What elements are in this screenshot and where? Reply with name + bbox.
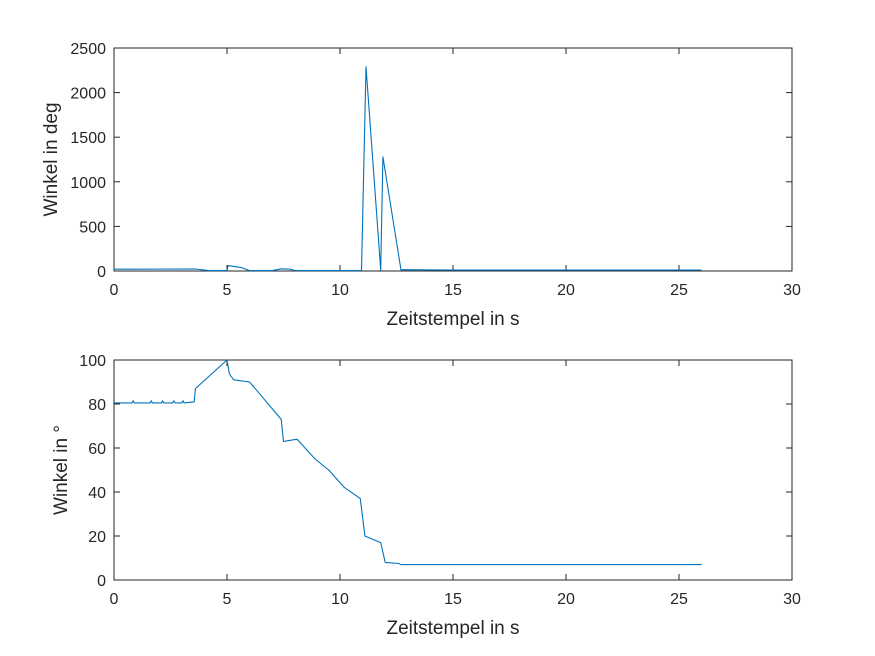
y-tick-label: 0	[97, 573, 106, 590]
y-tick-label: 80	[88, 397, 106, 414]
y-axis-label: Winkel in deg	[41, 102, 62, 216]
y-tick-label: 1500	[70, 130, 106, 147]
y-tick-label: 2000	[70, 86, 106, 103]
y-tick-label: 2500	[70, 41, 106, 58]
x-tick-label: 0	[110, 591, 119, 608]
y-tick-label: 40	[88, 485, 106, 502]
y-tick-label: 60	[88, 441, 106, 458]
x-tick-label: 20	[557, 282, 575, 299]
plot-area	[113, 359, 793, 581]
plot-area	[113, 47, 793, 272]
axes-1: 0 5 10 15 20 25 30 0 500 1000 1500 2000 2500 Zeitstem…	[41, 41, 801, 330]
y-tick-label: 0	[97, 264, 106, 281]
series-line	[114, 359, 702, 566]
x-tick-label: 5	[223, 282, 232, 299]
x-tick-label: 30	[783, 282, 801, 299]
x-tick-label: 0	[110, 282, 119, 299]
y-axis-label: Winkel in °	[51, 425, 72, 515]
axes-2: 0 5 10 15 20 25 30 0 20 40 60 80 100 Zeitstempel in s…	[51, 353, 801, 639]
x-tick-label: 25	[670, 591, 688, 608]
x-axis-label: Zeitstempel in s	[386, 309, 519, 330]
x-tick-label: 5	[223, 591, 232, 608]
x-tick-label: 20	[557, 591, 575, 608]
x-tick-label: 25	[670, 282, 688, 299]
x-tick-label: 15	[444, 282, 462, 299]
x-axis-label: Zeitstempel in s	[386, 618, 519, 639]
series-line	[113, 66, 702, 272]
y-tick-label: 1000	[70, 175, 106, 192]
x-tick-label: 30	[783, 591, 801, 608]
x-tick-label: 15	[444, 591, 462, 608]
x-tick-label: 10	[331, 591, 349, 608]
y-tick-label: 100	[79, 353, 106, 370]
x-tick-label: 10	[331, 282, 349, 299]
y-tick-label: 20	[88, 529, 106, 546]
y-tick-label: 500	[79, 219, 106, 236]
